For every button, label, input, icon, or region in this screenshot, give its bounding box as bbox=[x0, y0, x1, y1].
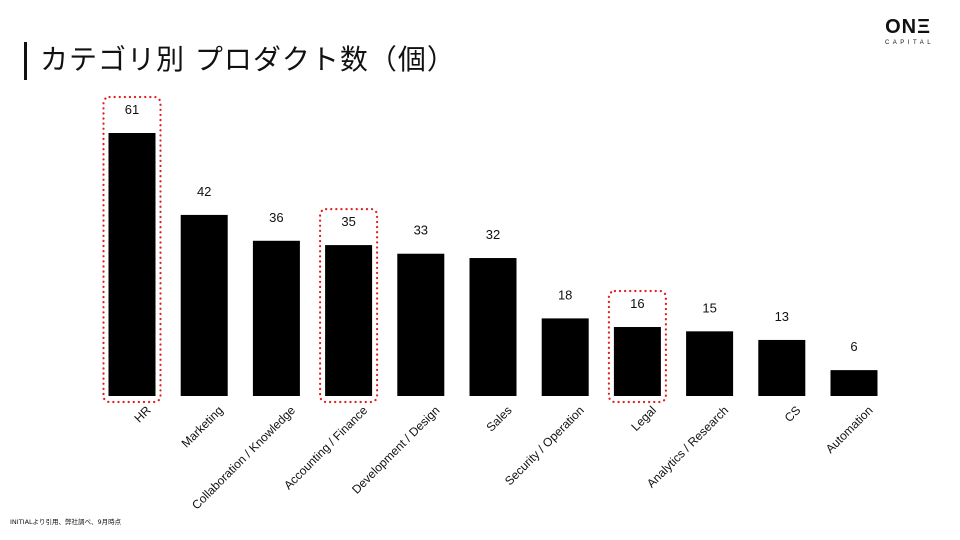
value-label-automation: 6 bbox=[850, 339, 857, 354]
source-footnote: INITIALより引用、弊社調べ、9月時点 bbox=[10, 518, 122, 526]
logo-wordmark: ONΞ bbox=[885, 16, 931, 38]
bar-marketing bbox=[180, 214, 228, 396]
highlight-box-legal bbox=[607, 289, 668, 404]
bar-legal bbox=[613, 327, 661, 396]
category-label-legal: Legal bbox=[628, 403, 659, 434]
value-label-development-design: 33 bbox=[414, 223, 428, 238]
bar-accounting-finance bbox=[325, 245, 373, 396]
value-label-hr: 61 bbox=[125, 102, 139, 117]
title-accent-bar bbox=[24, 42, 27, 80]
value-label-accounting-finance: 35 bbox=[341, 214, 355, 229]
bar-cs bbox=[758, 339, 806, 396]
category-label-automation: Automation bbox=[823, 403, 876, 456]
bar-collaboration-knowledge bbox=[252, 240, 300, 396]
value-label-collaboration-knowledge: 36 bbox=[269, 210, 283, 225]
highlight-box-hr bbox=[102, 95, 162, 404]
value-label-analytics-research: 15 bbox=[702, 300, 716, 315]
bar-analytics-research bbox=[686, 331, 734, 396]
value-label-security-operation: 18 bbox=[558, 287, 572, 302]
value-label-sales: 32 bbox=[486, 227, 500, 242]
category-label-cs: CS bbox=[782, 403, 804, 425]
brand-logo: ONΞ CAPITAL bbox=[878, 16, 938, 48]
bar-automation bbox=[830, 370, 878, 396]
bar-sales bbox=[469, 258, 517, 396]
category-label-marketing: Marketing bbox=[179, 403, 226, 450]
bar-hr bbox=[108, 133, 156, 396]
category-label-security-operation: Security / Operation bbox=[502, 403, 587, 488]
value-label-marketing: 42 bbox=[197, 184, 211, 199]
category-label-analytics-research: Analytics / Research bbox=[644, 403, 731, 490]
category-label-hr: HR bbox=[131, 403, 153, 425]
page-title: カテゴリ別 プロダクト数（個） bbox=[40, 43, 456, 76]
value-label-cs: 13 bbox=[775, 309, 789, 324]
logo-subtitle: CAPITAL bbox=[884, 40, 935, 46]
category-label-sales: Sales bbox=[483, 403, 514, 434]
value-label-legal: 16 bbox=[630, 296, 644, 311]
bar-security-operation bbox=[541, 318, 589, 396]
bar-development-design bbox=[397, 253, 445, 396]
